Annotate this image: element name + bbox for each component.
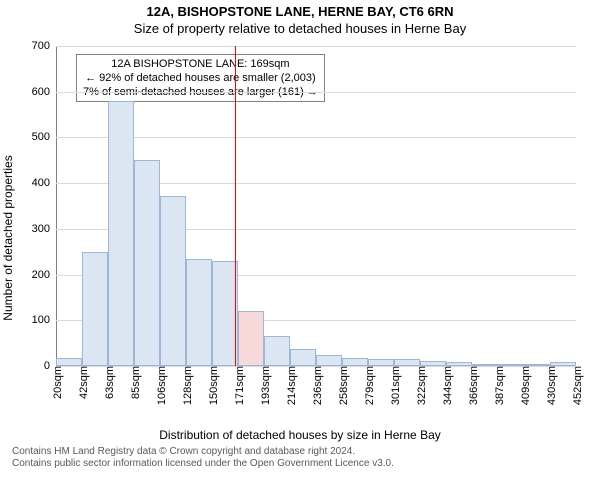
y-gridline (56, 46, 576, 47)
chart-container: Number of detached properties 12A BISHOP… (0, 36, 600, 426)
y-gridline (56, 137, 576, 138)
sub-title: Size of property relative to detached ho… (0, 21, 600, 36)
x-tick-label: 193sqm (256, 366, 272, 405)
histogram-bar (238, 311, 264, 366)
info-box: 12A BISHOPSTONE LANE: 169sqm ← 92% of de… (76, 54, 325, 102)
x-tick-label: 387sqm (490, 366, 506, 405)
y-tick-label: 100 (32, 314, 56, 326)
x-tick-label: 301sqm (386, 366, 402, 405)
x-tick-label: 150sqm (204, 366, 220, 405)
x-tick-label: 366sqm (464, 366, 480, 405)
infobox-line2: ← 92% of detached houses are smaller (2,… (83, 71, 318, 85)
x-axis-label: Distribution of detached houses by size … (0, 428, 600, 442)
x-tick-label: 322sqm (412, 366, 428, 405)
y-tick-label: 600 (32, 86, 56, 98)
histogram-bar (134, 160, 160, 366)
histogram-bar (394, 359, 420, 366)
histogram-bar (56, 358, 82, 366)
infobox-line1: 12A BISHOPSTONE LANE: 169sqm (83, 57, 318, 71)
x-tick-label: 128sqm (178, 366, 194, 405)
y-tick-label: 700 (32, 40, 56, 52)
y-tick-label: 300 (32, 223, 56, 235)
histogram-bar (186, 259, 212, 366)
footer-line1: Contains HM Land Registry data © Crown c… (12, 446, 600, 458)
y-tick-label: 400 (32, 177, 56, 189)
y-tick-label: 200 (32, 269, 56, 281)
x-tick-label: 20sqm (48, 366, 64, 399)
histogram-bar (82, 252, 108, 366)
histogram-bar (316, 355, 342, 366)
x-tick-label: 258sqm (334, 366, 350, 405)
histogram-bar (368, 359, 394, 366)
reference-line (235, 46, 236, 366)
x-tick-label: 279sqm (360, 366, 376, 405)
x-tick-label: 430sqm (542, 366, 558, 405)
y-axis-label: Number of detached properties (1, 155, 15, 320)
x-tick-label: 106sqm (152, 366, 168, 405)
histogram-bar (108, 101, 134, 366)
x-tick-label: 344sqm (438, 366, 454, 405)
x-tick-label: 409sqm (516, 366, 532, 405)
x-tick-label: 42sqm (74, 366, 90, 399)
x-tick-label: 236sqm (308, 366, 324, 405)
plot-area: 12A BISHOPSTONE LANE: 169sqm ← 92% of de… (56, 46, 576, 366)
footer: Contains HM Land Registry data © Crown c… (12, 446, 600, 470)
x-tick-label: 452sqm (568, 366, 584, 405)
x-tick-label: 171sqm (230, 366, 246, 405)
histogram-bar (264, 336, 290, 366)
x-tick-label: 85sqm (126, 366, 142, 399)
y-axis-line (56, 46, 57, 366)
footer-line2: Contains public sector information licen… (12, 458, 600, 470)
main-title: 12A, BISHOPSTONE LANE, HERNE BAY, CT6 6R… (0, 4, 600, 19)
histogram-bar (160, 196, 186, 366)
x-tick-label: 63sqm (100, 366, 116, 399)
histogram-bar (290, 349, 316, 366)
histogram-bar (342, 358, 368, 366)
y-gridline (56, 92, 576, 93)
y-tick-label: 500 (32, 131, 56, 143)
histogram-bar (212, 261, 238, 366)
x-tick-label: 214sqm (282, 366, 298, 405)
